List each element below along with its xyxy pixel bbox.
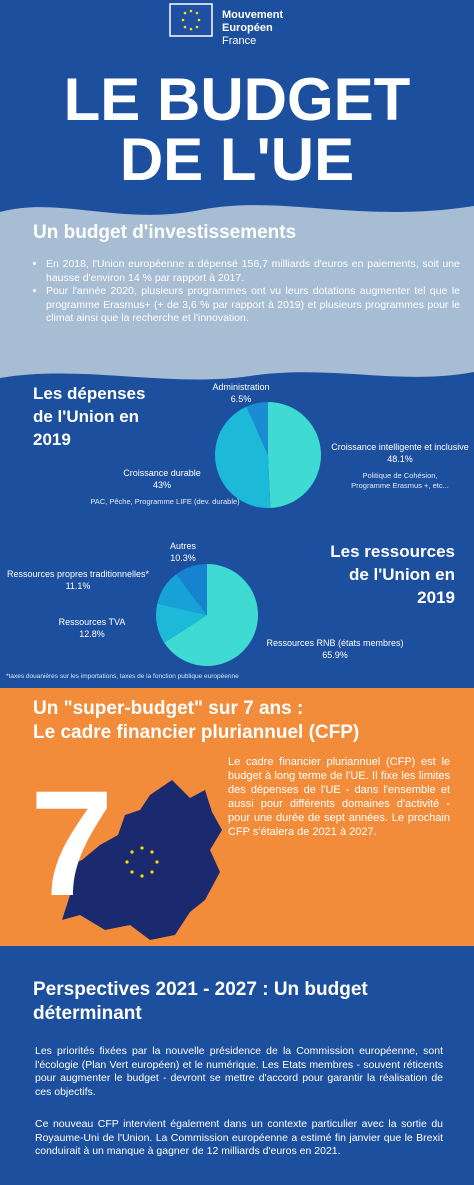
heading-line: Un "super-budget" sur 7 ans : [33, 698, 304, 719]
slice-value: 10.3% [170, 553, 196, 563]
logo-line: France [222, 35, 257, 47]
slice-value: 11.1% [65, 581, 91, 591]
slice-value: 48.1% [387, 454, 413, 464]
slice-value: 6.5% [230, 394, 252, 404]
big-number: 7 [30, 759, 114, 927]
footnote: *taxes douanières sur les importations, … [6, 673, 239, 680]
paragraph: Le cadre financier pluriannuel (CFP) est… [228, 756, 450, 838]
slice-value: 65.9% [322, 650, 348, 660]
pie-slice [214, 406, 271, 508]
slice-label: Administration [212, 382, 270, 392]
chart-title: Les dépenses de l'Union en 2019 [33, 384, 146, 449]
logo-text: Mouvement Européen France [222, 9, 283, 48]
title-line: LE BUDGET [63, 66, 411, 133]
slice-note: Politique de Cohésion, Programme Erasmus… [351, 471, 449, 490]
slice-value: 12.8% [79, 629, 105, 639]
slice-note: PAC, Pêche, Programme LIFE (dev. durable… [90, 497, 240, 506]
pie-slice [268, 402, 322, 508]
slice-value: 43% [152, 480, 172, 490]
eu-flag [169, 3, 213, 37]
section-heading: Un "super-budget" sur 7 ans : Le cadre f… [33, 697, 359, 745]
pie-charts [155, 402, 322, 666]
slice-label: Croissance durable [123, 468, 201, 478]
paragraph: Ce nouveau CFP intervient également dans… [35, 1118, 443, 1157]
logo-line: Mouvement [222, 9, 284, 21]
pie-slice [246, 402, 268, 455]
main-title: LE BUDGET DE L'UE [0, 70, 474, 190]
title-line: DE L'UE [119, 126, 355, 193]
eu-map [60, 780, 222, 940]
section-heading: Perspectives 2021 - 2027 : Un budget dét… [33, 979, 368, 1024]
logo-line: Européen [222, 22, 273, 34]
slice-label: Autres [169, 541, 197, 551]
pie-slice [164, 564, 258, 666]
pie-slice [157, 574, 207, 615]
pie-slice [155, 603, 207, 643]
wave-band [0, 205, 474, 380]
slice-label: Ressources propres traditionnelles* [6, 569, 150, 579]
chart-title: Les ressources de l'Union en 2019 [330, 542, 455, 607]
slice-label: Ressources TVA [58, 617, 126, 627]
slice-label: Croissance intelligente et inclusive [331, 442, 469, 452]
bullet: Pour l'année 2020, plusieurs programmes … [46, 285, 460, 326]
slice-label: Ressources RNB (états membres) [266, 638, 404, 648]
paragraph: Les priorités fixées par la nouvelle pré… [35, 1045, 443, 1098]
bullet: En 2018, l'Union européenne a dépensé 15… [46, 258, 460, 285]
pie-slice [176, 564, 207, 615]
heading-line: Le cadre financier pluriannuel (CFP) [33, 722, 360, 743]
section-heading: Un budget d'investissements [33, 222, 297, 243]
bullet-list: En 2018, l'Union européenne a dépensé 15… [30, 258, 460, 326]
